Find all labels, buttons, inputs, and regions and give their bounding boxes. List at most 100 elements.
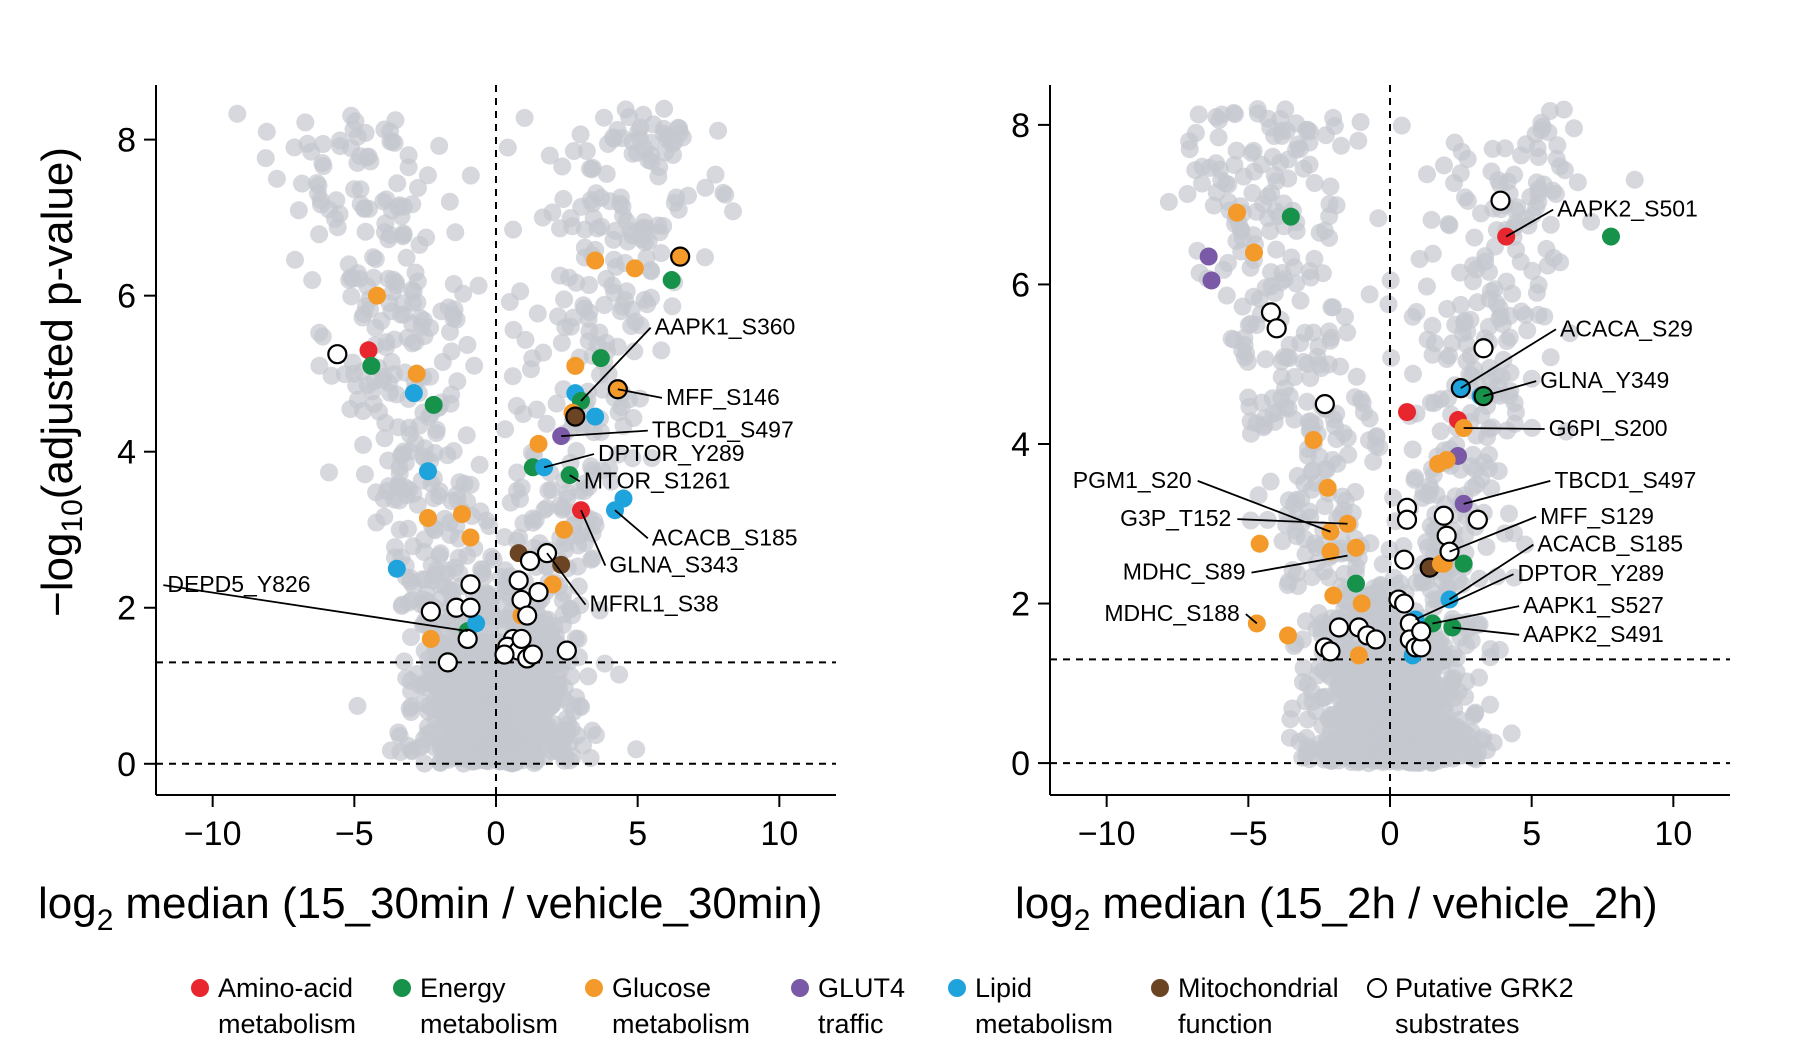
label-leader-line <box>546 552 587 606</box>
background-point <box>534 343 553 362</box>
background-point <box>1297 728 1316 747</box>
background-point <box>570 481 589 500</box>
point-grk2-substrate <box>1314 394 1335 415</box>
background-point <box>356 222 375 241</box>
background-point <box>1224 103 1243 122</box>
axes-right: 0 2 4 6 8 −10 −5 0 5 10 <box>1011 85 1730 853</box>
label-leader-line <box>163 584 468 633</box>
background-point <box>417 228 436 247</box>
background-point <box>575 238 594 257</box>
background-point <box>516 330 535 349</box>
background-point <box>1320 195 1339 213</box>
point-lipid <box>614 489 633 508</box>
background-point <box>1255 409 1274 428</box>
background-point <box>1382 348 1401 367</box>
background-point <box>345 180 364 199</box>
background-point <box>508 463 527 482</box>
background-point <box>1403 440 1422 459</box>
label-leader-line <box>1452 626 1520 636</box>
x-axis-title-left: log2 median (15_30min / vehicle_30min) <box>38 879 822 937</box>
legend-label: Lipid <box>975 973 1032 1003</box>
point-label: AAPK1_S527 <box>1523 592 1664 618</box>
background-point <box>1423 316 1442 335</box>
background-point <box>455 662 474 681</box>
background-point <box>1273 532 1292 551</box>
background-point <box>471 502 490 521</box>
background-point <box>1320 322 1339 341</box>
background-point <box>392 207 411 226</box>
label-leader-line <box>580 509 607 566</box>
background-point <box>1450 710 1469 729</box>
point-energy <box>662 271 681 290</box>
background-point <box>1315 497 1334 516</box>
background-point <box>342 287 361 306</box>
background-point <box>1295 530 1314 548</box>
background-point <box>1258 187 1277 206</box>
background-point <box>496 420 515 439</box>
y-tick-label: 0 <box>1011 745 1030 783</box>
point-labels-left: AAPK1_S360 MFF_S146 TBCD1_S497DPTOR_Y289MT… <box>163 314 798 633</box>
point-grk2-substrate <box>1365 629 1386 650</box>
point-glucose <box>1437 450 1456 469</box>
label-leader-line <box>1449 543 1534 601</box>
background-point <box>1278 576 1297 594</box>
background-point <box>1296 545 1315 564</box>
background-point <box>437 561 456 580</box>
background-point <box>504 220 523 239</box>
background-point <box>1272 388 1291 407</box>
background-point <box>1480 262 1498 281</box>
legend-label: Mitochondrial <box>1178 973 1339 1003</box>
background-point <box>568 557 587 576</box>
background-point <box>590 601 609 620</box>
background-point <box>618 232 637 251</box>
background-point <box>1300 262 1319 281</box>
point-glucose <box>407 364 426 383</box>
background-point <box>1373 555 1392 574</box>
background-point <box>1439 215 1458 234</box>
point-label: MFF_S146 <box>666 384 780 410</box>
background-point <box>400 593 419 612</box>
point-label: G3P_T152 <box>1120 505 1231 531</box>
background-point <box>309 176 328 195</box>
background-point <box>642 449 661 468</box>
background-point <box>551 266 569 285</box>
background-point <box>364 268 383 287</box>
background-point <box>709 121 728 140</box>
background-point <box>1422 210 1441 229</box>
background-point <box>1366 436 1385 455</box>
background-point <box>470 714 488 733</box>
x-tick-label: 10 <box>760 815 798 853</box>
background-point <box>1216 174 1235 193</box>
reference-lines-right <box>1050 85 1730 795</box>
background-point <box>1419 538 1437 557</box>
background-point <box>1240 397 1259 416</box>
background-point <box>1481 648 1500 667</box>
background-point <box>1245 162 1264 181</box>
point-label: PGM1_S20 <box>1073 467 1192 493</box>
background-point <box>553 591 572 610</box>
point-grk2-substrate <box>1320 641 1341 662</box>
point-grk2-substrate <box>528 582 549 603</box>
background-point <box>635 290 654 309</box>
background-point <box>1347 367 1366 386</box>
x-tick-label: 5 <box>1522 815 1541 853</box>
background-point <box>1360 285 1379 304</box>
point-energy <box>424 395 443 414</box>
legend-label-line2: traffic <box>818 1009 884 1039</box>
legend-label-line2: metabolism <box>420 1009 558 1039</box>
label-leader-line <box>1460 328 1557 389</box>
background-point <box>1189 105 1208 124</box>
background-point <box>1369 209 1388 228</box>
background-point <box>424 489 443 508</box>
label-leader-line <box>1449 515 1537 553</box>
background-point <box>1528 139 1547 158</box>
x-tick-label: 0 <box>1381 815 1400 853</box>
background-point <box>438 612 457 631</box>
background-point <box>345 364 364 383</box>
background-point <box>1437 350 1456 368</box>
background-point <box>385 330 404 349</box>
point-glucose <box>1318 478 1337 497</box>
background-point <box>1313 688 1332 707</box>
background-point <box>652 244 671 263</box>
point-glucose <box>421 629 440 648</box>
